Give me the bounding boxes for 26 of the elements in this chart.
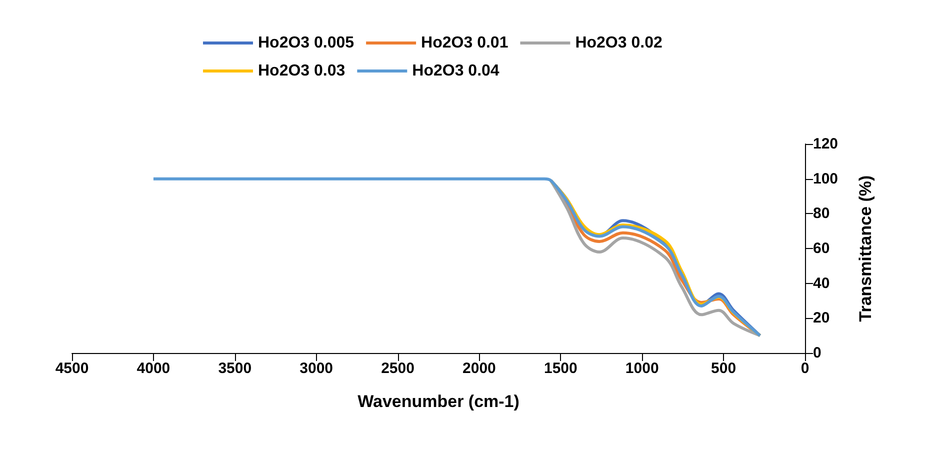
y-tick-label: 0 [813,344,822,362]
x-tick-label: 1000 [625,360,659,377]
legend-label: Ho2O3 0.04 [412,62,500,80]
y-axis-title: Transmittance (%) [856,175,875,322]
x-tick-label: 500 [711,360,736,377]
line-series [152,177,762,338]
y-tick-label: 20 [813,310,830,327]
legend-label: Ho2O3 0.03 [258,62,346,80]
x-axis-title: Wavenumber (cm-1) [358,392,520,411]
x-tick-label: 2500 [381,360,414,377]
x-tick-label: 3500 [218,360,252,377]
x-tick-label: 4000 [136,360,170,377]
y-tick-label: 40 [813,274,830,292]
legend-label: Ho2O3 0.02 [575,34,662,52]
legend-label: Ho2O3 0.01 [421,34,508,52]
legend-label: Ho2O3 0.005 [258,34,354,52]
y-tick-label: 100 [813,170,838,188]
y-tick-label: 80 [813,205,830,222]
x-tick-label: 4500 [55,360,89,377]
x-tick-label: 2000 [462,360,496,377]
y-tick-label: 120 [813,136,838,152]
y-tick-label: 60 [813,240,830,257]
x-tick-label: 1500 [544,360,578,377]
line-series [549,179,762,338]
x-tick-label: 0 [800,360,810,377]
x-tick-label: 3000 [300,360,334,377]
